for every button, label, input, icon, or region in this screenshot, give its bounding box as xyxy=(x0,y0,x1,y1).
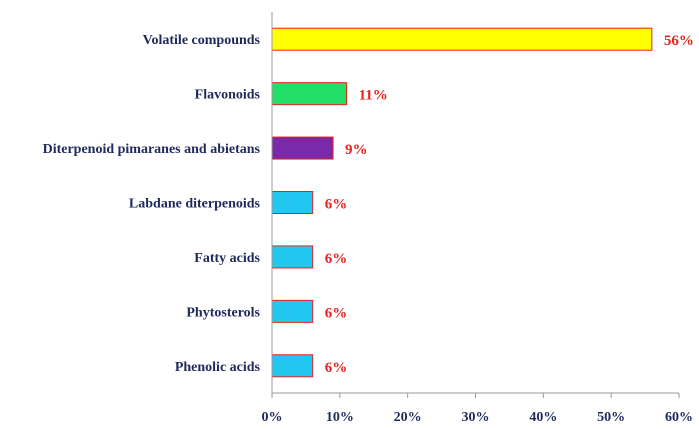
data-label-4: 6% xyxy=(325,251,348,267)
category-label-5: Phytosterols xyxy=(186,305,260,320)
category-labels-group: Volatile compounds Flavonoids Diterpenoid … xyxy=(43,33,261,375)
x-tick-label-2: 20% xyxy=(394,410,422,425)
category-label-1: Flavonoids xyxy=(195,88,261,103)
data-label-2: 9% xyxy=(345,142,368,158)
category-label-3: Labdane diterpenoids xyxy=(129,197,261,212)
bar-3 xyxy=(271,191,314,214)
data-label-0: 56% xyxy=(664,33,694,49)
data-labels-group: 56% 11% 9% 6% 6% 6% 6% xyxy=(325,33,694,376)
x-tick-label-6: 60% xyxy=(665,410,693,425)
x-tick-label-0: 0% xyxy=(262,410,283,425)
x-tick-label-5: 50% xyxy=(597,410,625,425)
x-tick-label-3: 30% xyxy=(462,410,490,425)
category-label-4: Fatty acids xyxy=(194,251,260,266)
bar-5 xyxy=(271,299,314,323)
bar-4 xyxy=(271,245,314,269)
bar-2 xyxy=(271,136,334,160)
bars-group xyxy=(271,27,653,378)
x-ticks-group: 0% 10% 20% 30% 40% 50% 60% xyxy=(262,393,693,425)
category-label-0: Volatile compounds xyxy=(143,33,261,48)
data-label-5: 6% xyxy=(325,305,348,321)
x-tick-label-1: 10% xyxy=(326,410,354,425)
data-label-1: 11% xyxy=(359,88,388,104)
bar-6 xyxy=(271,354,314,378)
data-label-3: 6% xyxy=(325,197,348,213)
bar-0 xyxy=(271,27,653,51)
data-label-6: 6% xyxy=(325,360,348,376)
x-tick-label-4: 40% xyxy=(529,410,557,425)
bar-1 xyxy=(271,82,348,106)
category-label-2: Diterpenoid pimaranes and abietans xyxy=(43,142,261,157)
category-label-6: Phenolic acids xyxy=(175,360,261,375)
